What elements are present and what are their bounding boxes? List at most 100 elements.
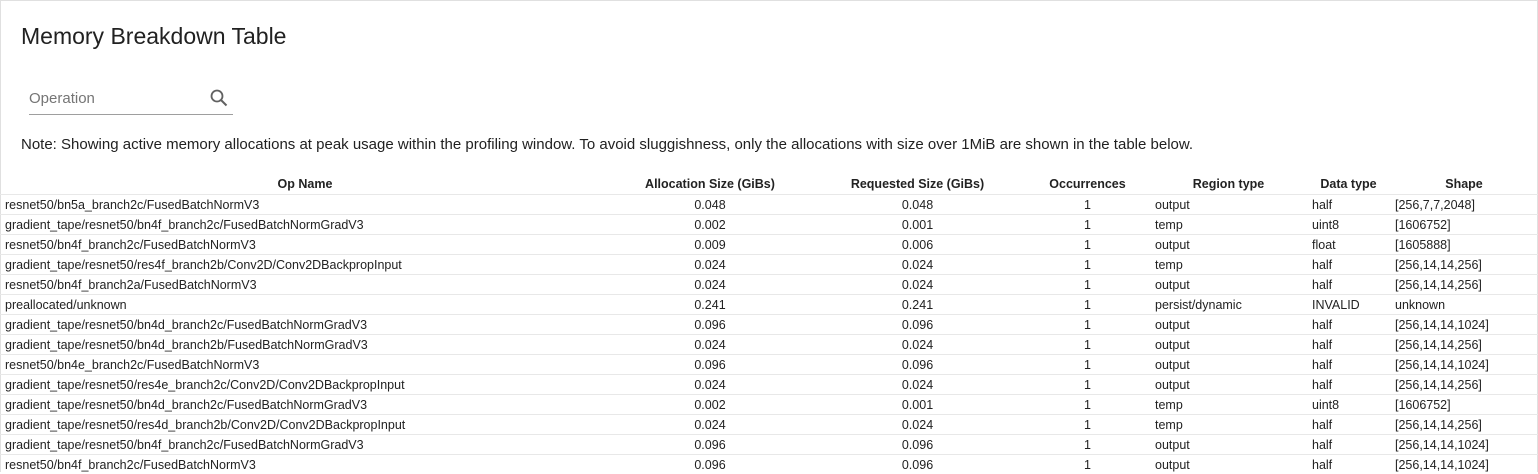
- cell-allocation-size: 0.002: [610, 215, 810, 235]
- cell-region-type: temp: [1150, 395, 1307, 415]
- cell-shape: [256,14,14,256]: [1390, 375, 1538, 395]
- cell-occurrences: 1: [1025, 255, 1150, 275]
- cell-region-type: persist/dynamic: [1150, 295, 1307, 315]
- cell-occurrences: 1: [1025, 215, 1150, 235]
- cell-requested-size: 0.096: [810, 435, 1025, 455]
- cell-data-type: half: [1307, 435, 1390, 455]
- cell-occurrences: 1: [1025, 195, 1150, 215]
- cell-op-name: resnet50/bn4f_branch2c/FusedBatchNormV3: [0, 235, 610, 255]
- cell-occurrences: 1: [1025, 375, 1150, 395]
- cell-allocation-size: 0.024: [610, 255, 810, 275]
- cell-data-type: half: [1307, 255, 1390, 275]
- cell-shape: unknown: [1390, 295, 1538, 315]
- table-row: gradient_tape/resnet50/bn4d_branch2c/Fus…: [0, 315, 1538, 335]
- cell-op-name: resnet50/bn5a_branch2c/FusedBatchNormV3: [0, 195, 610, 215]
- cell-op-name: gradient_tape/resnet50/bn4f_branch2c/Fus…: [0, 435, 610, 455]
- cell-occurrences: 1: [1025, 435, 1150, 455]
- cell-shape: [256,14,14,256]: [1390, 255, 1538, 275]
- cell-op-name: gradient_tape/resnet50/res4e_branch2c/Co…: [0, 375, 610, 395]
- cell-occurrences: 1: [1025, 275, 1150, 295]
- cell-occurrences: 1: [1025, 395, 1150, 415]
- cell-allocation-size: 0.024: [610, 275, 810, 295]
- table-row: gradient_tape/resnet50/bn4d_branch2c/Fus…: [0, 395, 1538, 415]
- cell-allocation-size: 0.096: [610, 315, 810, 335]
- cell-requested-size: 0.006: [810, 235, 1025, 255]
- operation-search-input[interactable]: Operation: [29, 84, 233, 115]
- cell-occurrences: 1: [1025, 315, 1150, 335]
- cell-occurrences: 1: [1025, 455, 1150, 474]
- cell-region-type: output: [1150, 275, 1307, 295]
- column-header-op-name[interactable]: Op Name: [0, 173, 610, 195]
- cell-occurrences: 1: [1025, 235, 1150, 255]
- cell-data-type: uint8: [1307, 215, 1390, 235]
- cell-requested-size: 0.096: [810, 455, 1025, 474]
- cell-region-type: output: [1150, 315, 1307, 335]
- search-icon[interactable]: [209, 88, 229, 108]
- cell-region-type: temp: [1150, 415, 1307, 435]
- cell-requested-size: 0.001: [810, 395, 1025, 415]
- table-row: gradient_tape/resnet50/bn4f_branch2c/Fus…: [0, 435, 1538, 455]
- cell-data-type: half: [1307, 195, 1390, 215]
- cell-shape: [256,14,14,1024]: [1390, 315, 1538, 335]
- cell-occurrences: 1: [1025, 355, 1150, 375]
- cell-region-type: output: [1150, 355, 1307, 375]
- cell-allocation-size: 0.024: [610, 335, 810, 355]
- cell-data-type: half: [1307, 415, 1390, 435]
- cell-occurrences: 1: [1025, 335, 1150, 355]
- cell-requested-size: 0.024: [810, 415, 1025, 435]
- cell-requested-size: 0.024: [810, 275, 1025, 295]
- cell-region-type: output: [1150, 375, 1307, 395]
- cell-op-name: gradient_tape/resnet50/res4d_branch2b/Co…: [0, 415, 610, 435]
- cell-data-type: half: [1307, 315, 1390, 335]
- column-header-shape[interactable]: Shape: [1390, 173, 1538, 195]
- cell-data-type: uint8: [1307, 395, 1390, 415]
- search-placeholder: Operation: [29, 90, 95, 107]
- cell-data-type: float: [1307, 235, 1390, 255]
- cell-region-type: output: [1150, 195, 1307, 215]
- page-title: Memory Breakdown Table: [21, 23, 286, 50]
- cell-op-name: preallocated/unknown: [0, 295, 610, 315]
- cell-data-type: INVALID: [1307, 295, 1390, 315]
- cell-allocation-size: 0.096: [610, 355, 810, 375]
- cell-op-name: gradient_tape/resnet50/bn4d_branch2b/Fus…: [0, 335, 610, 355]
- cell-op-name: gradient_tape/resnet50/res4f_branch2b/Co…: [0, 255, 610, 275]
- column-header-requested-size[interactable]: Requested Size (GiBs): [810, 173, 1025, 195]
- column-header-data-type[interactable]: Data type: [1307, 173, 1390, 195]
- cell-op-name: gradient_tape/resnet50/bn4d_branch2c/Fus…: [0, 315, 610, 335]
- cell-data-type: half: [1307, 355, 1390, 375]
- cell-data-type: half: [1307, 335, 1390, 355]
- table-row: gradient_tape/resnet50/res4f_branch2b/Co…: [0, 255, 1538, 275]
- cell-shape: [256,14,14,256]: [1390, 275, 1538, 295]
- cell-shape: [256,14,14,1024]: [1390, 455, 1538, 474]
- cell-region-type: output: [1150, 455, 1307, 474]
- column-header-allocation-size[interactable]: Allocation Size (GiBs): [610, 173, 810, 195]
- cell-requested-size: 0.024: [810, 335, 1025, 355]
- cell-shape: [256,14,14,256]: [1390, 335, 1538, 355]
- cell-requested-size: 0.001: [810, 215, 1025, 235]
- cell-data-type: half: [1307, 455, 1390, 474]
- cell-allocation-size: 0.096: [610, 455, 810, 474]
- cell-op-name: resnet50/bn4f_branch2a/FusedBatchNormV3: [0, 275, 610, 295]
- cell-shape: [256,14,14,1024]: [1390, 435, 1538, 455]
- cell-shape: [1606752]: [1390, 395, 1538, 415]
- column-header-occurrences[interactable]: Occurrences: [1025, 173, 1150, 195]
- cell-allocation-size: 0.002: [610, 395, 810, 415]
- cell-allocation-size: 0.048: [610, 195, 810, 215]
- cell-allocation-size: 0.024: [610, 415, 810, 435]
- table-row: gradient_tape/resnet50/bn4f_branch2c/Fus…: [0, 215, 1538, 235]
- table-row: gradient_tape/resnet50/res4e_branch2c/Co…: [0, 375, 1538, 395]
- table-row: gradient_tape/resnet50/res4d_branch2b/Co…: [0, 415, 1538, 435]
- column-header-region-type[interactable]: Region type: [1150, 173, 1307, 195]
- cell-allocation-size: 0.009: [610, 235, 810, 255]
- cell-shape: [256,7,7,2048]: [1390, 195, 1538, 215]
- cell-shape: [1605888]: [1390, 235, 1538, 255]
- cell-requested-size: 0.096: [810, 315, 1025, 335]
- cell-allocation-size: 0.024: [610, 375, 810, 395]
- cell-op-name: resnet50/bn4f_branch2c/FusedBatchNormV3: [0, 455, 610, 474]
